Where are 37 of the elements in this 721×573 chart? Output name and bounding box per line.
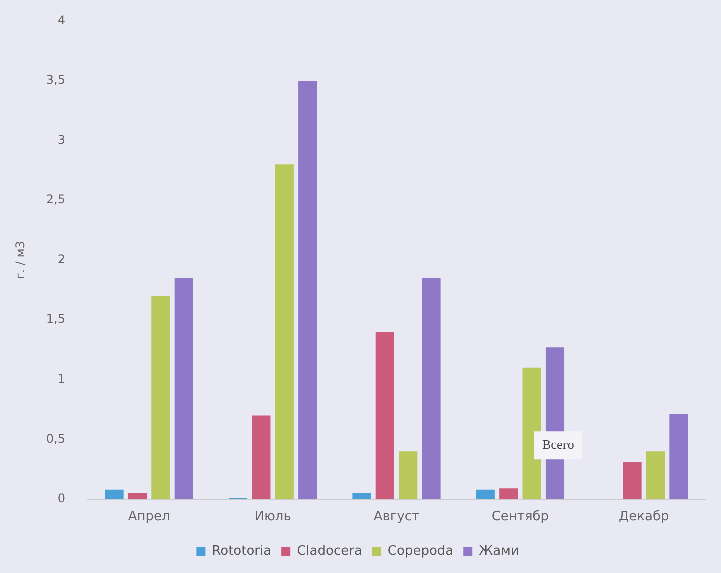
y-tick-label: 2 bbox=[58, 252, 66, 266]
bar bbox=[252, 416, 271, 500]
bar bbox=[128, 493, 148, 500]
y-axis-title: г. / м3 bbox=[13, 241, 28, 280]
legend-label: Жами bbox=[479, 544, 520, 559]
bar bbox=[174, 278, 194, 500]
bar bbox=[476, 490, 495, 500]
y-tick-label: 1 bbox=[58, 372, 66, 386]
x-tick-label: Июль bbox=[254, 510, 292, 525]
x-tick-label: Август bbox=[374, 510, 420, 525]
x-tick-label: Апрел bbox=[128, 510, 170, 525]
bar bbox=[376, 332, 394, 500]
bar bbox=[298, 80, 318, 500]
y-tick-label: 1,5 bbox=[46, 312, 66, 326]
y-tick-label: 0,5 bbox=[46, 432, 66, 446]
bar bbox=[152, 296, 170, 500]
bar bbox=[670, 414, 688, 500]
bar bbox=[500, 488, 518, 500]
y-tick-label: 3,5 bbox=[46, 73, 66, 88]
bar bbox=[399, 452, 418, 500]
bar bbox=[646, 452, 666, 500]
annotation: Всего bbox=[542, 437, 574, 452]
bar bbox=[352, 493, 372, 500]
y-tick-label: 0 bbox=[58, 492, 66, 506]
bar bbox=[422, 278, 441, 500]
x-tick-label: Сентябр bbox=[492, 510, 550, 525]
legend-label: Rototoria bbox=[212, 544, 272, 559]
bar bbox=[522, 368, 542, 500]
bar bbox=[623, 462, 642, 500]
y-tick-label: 4 bbox=[58, 13, 66, 28]
x-tick-label: Декабр bbox=[619, 510, 670, 525]
bar bbox=[105, 490, 124, 500]
y-tick-label: 2,5 bbox=[46, 192, 66, 207]
legend-label: Copepoda bbox=[388, 544, 454, 559]
legend-label: Cladocera bbox=[297, 544, 362, 559]
bar bbox=[275, 164, 294, 500]
y-tick-label: 3 bbox=[58, 132, 66, 147]
